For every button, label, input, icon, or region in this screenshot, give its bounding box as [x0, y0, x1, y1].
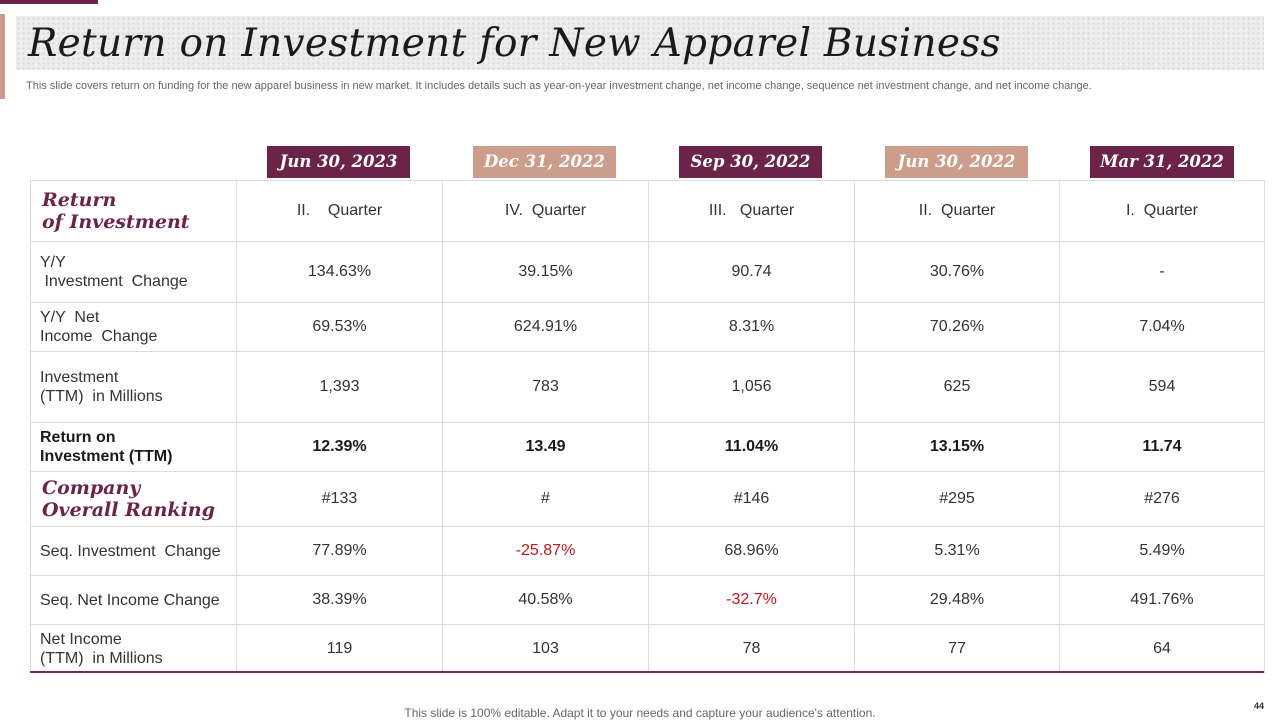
period-header-mar-2022: Mar 31, 2022 [1090, 146, 1234, 178]
table-cell: 134.63% [236, 241, 443, 303]
table-bottom-rule [30, 671, 1264, 673]
table-cell: 594 [1059, 351, 1265, 423]
table-cell: 12.39% [236, 422, 443, 472]
table-row-seq-net-income-change: Seq. Net Income Change 38.39% 40.58% -32… [30, 575, 1265, 625]
table-cell: 11.04% [648, 422, 855, 472]
row-label-investment-ttm: Investment (TTM) in Millions [30, 351, 237, 423]
table-cell: 5.31% [854, 526, 1060, 576]
left-accent-bar [0, 14, 5, 99]
table-cell: 64 [1059, 624, 1265, 673]
table-row-net-income-ttm: Net Income (TTM) in Millions 119 103 78 7… [30, 624, 1265, 673]
table-row-yy-net-income-change: Y/Y Net Income Change 69.53% 624.91% 8.31… [30, 302, 1265, 352]
row-label-company-overall-ranking: Company Overall Ranking [30, 471, 237, 527]
table-cell: 68.96% [648, 526, 855, 576]
table-cell: 40.58% [442, 575, 649, 625]
row-label-return-on-investment-ttm: Return on Investment (TTM) [30, 422, 237, 472]
table-cell: 625 [854, 351, 1060, 423]
table-cell: II. Quarter [854, 180, 1060, 242]
table-cell: 119 [236, 624, 443, 673]
table-row-yy-investment-change: Y/Y Investment Change 134.63% 39.15% 90.… [30, 241, 1265, 303]
table-cell: 70.26% [854, 302, 1060, 352]
slide-title: Return on Investment for New Apparel Bus… [28, 21, 1001, 66]
table-cell-negative: -32.7% [648, 575, 855, 625]
table-row-return-on-investment-ttm: Return on Investment (TTM) 12.39% 13.49 1… [30, 422, 1265, 472]
table-cell: 8.31% [648, 302, 855, 352]
table-cell: 77.89% [236, 526, 443, 576]
table-cell: 69.53% [236, 302, 443, 352]
row-label-seq-net-income-change: Seq. Net Income Change [30, 575, 237, 625]
period-header-jun-2022: Jun 30, 2022 [885, 146, 1028, 178]
table-cell: 29.48% [854, 575, 1060, 625]
period-header-dec-2022: Dec 31, 2022 [473, 146, 616, 178]
table-cell: 38.39% [236, 575, 443, 625]
row-label-seq-investment-change: Seq. Investment Change [30, 526, 237, 576]
table-cell: 39.15% [442, 241, 649, 303]
row-label-net-income-ttm: Net Income (TTM) in Millions [30, 624, 237, 673]
table-cell: II. Quarter [236, 180, 443, 242]
table-cell: 11.74 [1059, 422, 1265, 472]
table-cell: 1,056 [648, 351, 855, 423]
table-cell: 7.04% [1059, 302, 1265, 352]
roi-table: Return of Investment II. Quarter IV. Quar… [30, 180, 1265, 673]
table-row-seq-investment-change: Seq. Investment Change 77.89% -25.87% 68… [30, 526, 1265, 576]
table-cell: #276 [1059, 471, 1265, 527]
row-label-return-of-investment: Return of Investment [30, 180, 237, 242]
table-cell: 90.74 [648, 241, 855, 303]
row-label-yy-net-income-change: Y/Y Net Income Change [30, 302, 237, 352]
period-header-jun-2023: Jun 30, 2023 [267, 146, 410, 178]
table-cell: 624.91% [442, 302, 649, 352]
table-cell: 13.49 [442, 422, 649, 472]
page-number: 44 [1253, 701, 1264, 711]
table-cell: 13.15% [854, 422, 1060, 472]
table-cell: 78 [648, 624, 855, 673]
table-cell: 1,393 [236, 351, 443, 423]
table-cell: #295 [854, 471, 1060, 527]
table-cell: #146 [648, 471, 855, 527]
table-cell: III. Quarter [648, 180, 855, 242]
row-label-yy-investment-change: Y/Y Investment Change [30, 241, 237, 303]
table-cell: #133 [236, 471, 443, 527]
period-header-sep-2022: Sep 30, 2022 [679, 146, 822, 178]
table-cell: 103 [442, 624, 649, 673]
table-row-quarter: Return of Investment II. Quarter IV. Quar… [30, 180, 1265, 242]
title-band [16, 16, 1264, 70]
table-row-investment-ttm: Investment (TTM) in Millions 1,393 783 1,… [30, 351, 1265, 423]
slide-footer: This slide is 100% editable. Adapt it to… [404, 706, 876, 720]
table-cell: # [442, 471, 649, 527]
table-row-company-ranking: Company Overall Ranking #133 # #146 #295 … [30, 471, 1265, 527]
slide-subtitle: This slide covers return on funding for … [26, 80, 1092, 92]
table-cell-negative: -25.87% [442, 526, 649, 576]
table-cell: - [1059, 241, 1265, 303]
table-cell: 783 [442, 351, 649, 423]
table-cell: 491.76% [1059, 575, 1265, 625]
top-accent-bar [0, 0, 98, 4]
table-cell: I. Quarter [1059, 180, 1265, 242]
table-cell: 77 [854, 624, 1060, 673]
table-cell: 5.49% [1059, 526, 1265, 576]
table-cell: 30.76% [854, 241, 1060, 303]
table-cell: IV. Quarter [442, 180, 649, 242]
